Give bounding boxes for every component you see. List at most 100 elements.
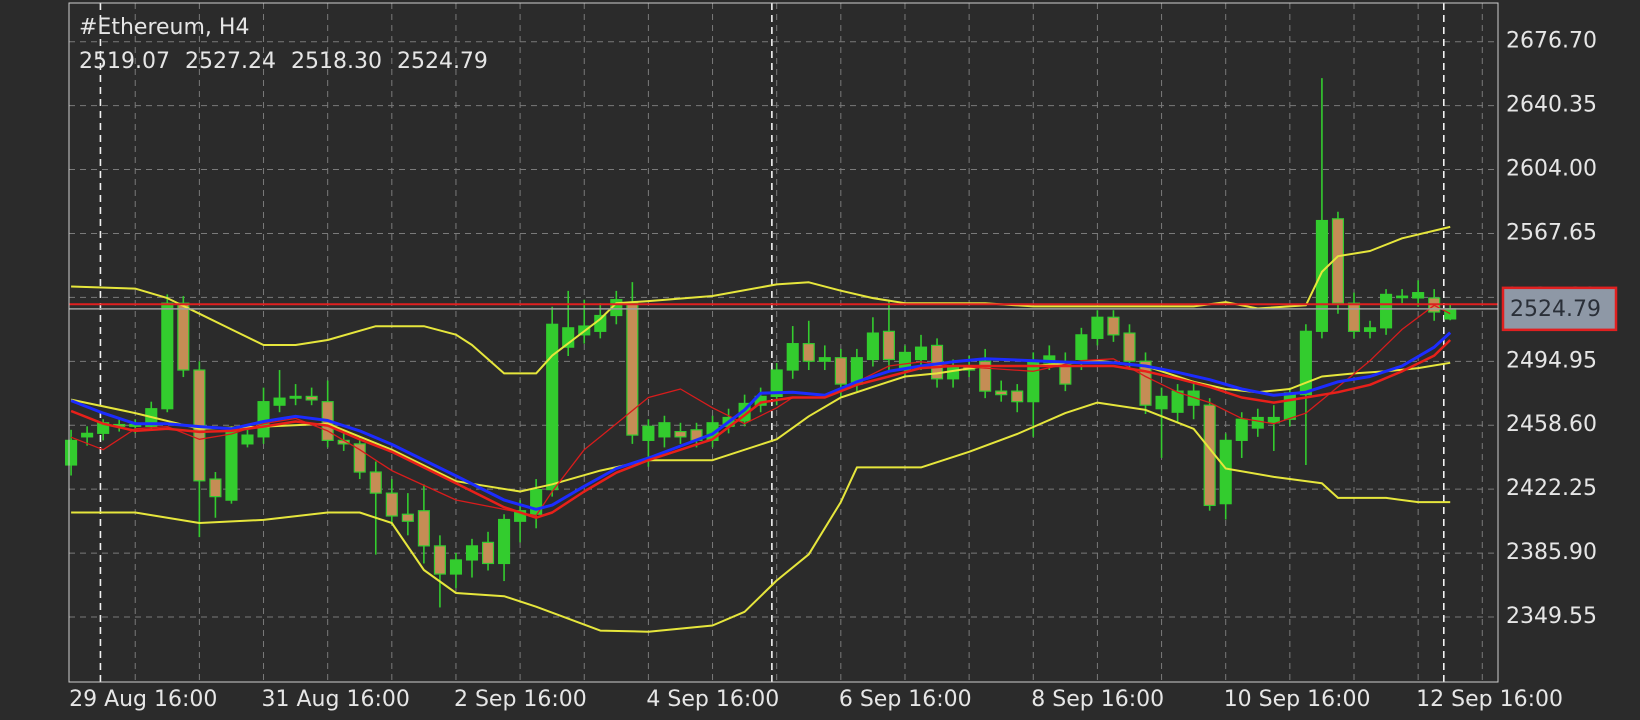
indicator-line	[71, 225, 1451, 375]
candle-body	[1283, 392, 1296, 420]
candle-body	[65, 439, 78, 466]
candle-body	[353, 443, 366, 473]
candle-body	[947, 365, 960, 380]
y-tick-label: 2349.55	[1506, 604, 1597, 629]
candle-body	[81, 432, 94, 438]
candle-body	[1315, 219, 1328, 332]
candle-body	[642, 425, 655, 441]
candle-body	[481, 541, 495, 565]
candle-body	[786, 343, 799, 371]
candle-body	[1171, 390, 1184, 413]
x-tick-label: 29 Aug 16:00	[69, 687, 217, 712]
candle-body	[1187, 390, 1200, 406]
bid-label: 2524.79	[1510, 297, 1601, 322]
candle-body	[433, 545, 446, 575]
candle-body	[1203, 404, 1216, 507]
x-tick-label: 10 Sep 16:00	[1224, 687, 1371, 712]
candle-body	[1444, 308, 1457, 320]
candle-body	[914, 346, 928, 361]
y-tick-label: 2640.35	[1506, 93, 1597, 118]
candle-body	[161, 302, 174, 410]
candle-body	[995, 390, 1008, 396]
ohlc-high: 2527.24	[185, 49, 276, 74]
candle-body	[1396, 295, 1409, 299]
y-tick-label: 2385.90	[1506, 540, 1597, 565]
candle-body	[546, 323, 559, 491]
candle-body	[177, 302, 190, 371]
candle-body	[273, 397, 286, 406]
x-tick-label: 4 Sep 16:00	[646, 687, 779, 712]
candle-body	[1091, 316, 1104, 339]
candle-body	[802, 343, 815, 362]
candle-body	[1027, 360, 1040, 403]
candle-body	[882, 330, 895, 361]
candle-body	[562, 327, 575, 348]
candle-body	[289, 395, 302, 399]
candle-body	[1139, 360, 1152, 406]
candle-body	[465, 545, 479, 561]
y-tick-label: 2676.70	[1506, 29, 1597, 54]
candle-body	[1059, 364, 1072, 385]
x-tick-label: 8 Sep 16:00	[1031, 687, 1164, 712]
candle-body	[498, 518, 511, 565]
candle-body	[1363, 327, 1377, 332]
ohlc-open: 2519.07	[79, 49, 170, 74]
indicators	[70, 225, 1452, 633]
candle-body	[1267, 416, 1280, 424]
grid	[69, 3, 1498, 682]
candle-body	[1155, 395, 1168, 410]
candle-body	[241, 434, 254, 445]
candle-body	[401, 513, 414, 522]
candle-body	[658, 422, 671, 438]
overlay	[69, 303, 1498, 310]
candle-body	[417, 510, 430, 547]
candle-body	[1043, 355, 1056, 364]
candle-body	[385, 492, 398, 517]
candle-body	[1011, 390, 1024, 403]
candle-body	[770, 369, 783, 398]
y-tick-label: 2567.65	[1506, 220, 1597, 245]
ohlc-low: 2518.30	[291, 49, 382, 74]
candle-body	[305, 395, 318, 401]
x-tick-label: 2 Sep 16:00	[454, 687, 587, 712]
candle-body	[257, 401, 270, 438]
candle-body	[818, 357, 831, 362]
candle-body	[1251, 416, 1264, 429]
plot-border	[68, 2, 1499, 683]
candle-body	[834, 357, 847, 385]
indicator-line	[70, 304, 1451, 517]
candle-body	[514, 510, 527, 522]
candle-body	[1107, 316, 1120, 336]
x-tick-label: 12 Sep 16:00	[1416, 687, 1563, 712]
candle-body	[866, 332, 879, 361]
y-tick-label: 2458.60	[1506, 412, 1597, 437]
x-tick-label: 31 Aug 16:00	[262, 687, 410, 712]
candle-body	[1347, 302, 1361, 332]
indicator-line	[71, 401, 1451, 633]
ohlc-header: 2519.07 2527.24 2518.30 2524.79	[79, 49, 488, 74]
candle-body	[530, 489, 543, 515]
candle-body	[1412, 292, 1425, 299]
candle-body	[1123, 332, 1136, 362]
y-tick-label: 2494.95	[1506, 348, 1597, 373]
candle-body	[225, 430, 238, 501]
indicator-line	[70, 331, 1452, 511]
ohlc-close: 2524.79	[397, 49, 488, 74]
candle-body	[1380, 293, 1393, 329]
candle-body	[626, 302, 639, 436]
bid-label-box	[1501, 286, 1618, 332]
indicator-line	[70, 359, 1451, 493]
candle-body	[1075, 334, 1088, 361]
candle-body	[979, 360, 992, 392]
chart-title: #Ethereum, H4	[79, 15, 249, 40]
candle-body	[209, 478, 222, 498]
candle-body	[369, 471, 382, 494]
candle-body	[674, 430, 687, 438]
y-tick-label: 2604.00	[1506, 157, 1597, 182]
candle-body	[1219, 439, 1232, 505]
y-tick-label: 2422.25	[1506, 476, 1597, 501]
candle-body	[1235, 418, 1248, 441]
candle-body	[1299, 330, 1312, 396]
